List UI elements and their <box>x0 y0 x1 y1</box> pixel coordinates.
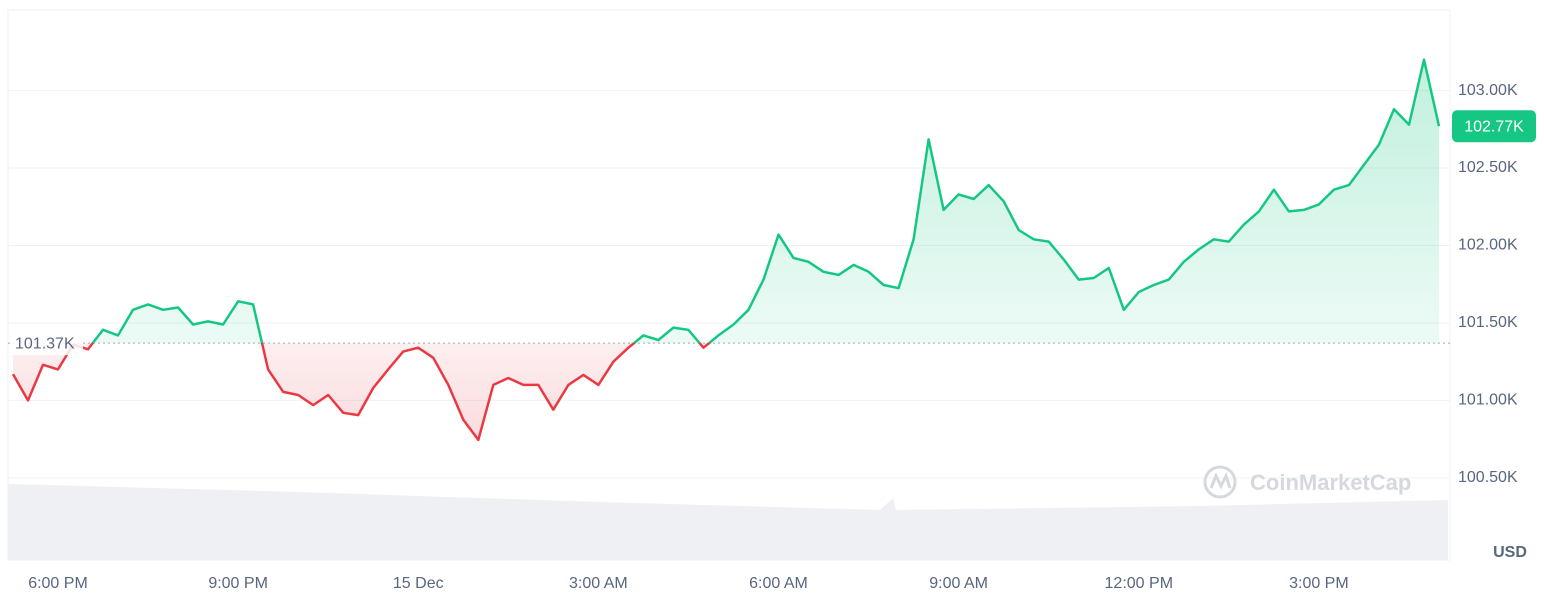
x-tick-label: 9:00 AM <box>929 575 988 592</box>
y-tick-label: 101.00K <box>1458 392 1518 409</box>
price-line <box>11 58 1441 442</box>
reference-label: 101.37K <box>15 335 75 352</box>
area-fill <box>12 59 1439 440</box>
x-tick-label: 3:00 PM <box>1289 575 1349 592</box>
x-tick-label: 12:00 PM <box>1105 575 1173 592</box>
y-unit: USD <box>1493 544 1527 561</box>
current-price-label: 102.77K <box>1464 118 1524 135</box>
watermark: CoinMarketCap <box>1203 465 1411 499</box>
x-tick-label: 9:00 PM <box>208 575 268 592</box>
x-tick-label: 15 Dec <box>393 575 444 592</box>
current-price-badge <box>1452 110 1536 143</box>
x-tick-label: 3:00 AM <box>569 575 628 592</box>
y-tick-label: 103.00K <box>1458 82 1518 99</box>
y-tick-label: 100.50K <box>1458 469 1518 486</box>
watermark-text: CoinMarketCap <box>1250 470 1411 495</box>
x-tick-label: 6:00 AM <box>749 575 808 592</box>
y-tick-label: 101.50K <box>1458 314 1518 331</box>
y-tick-label: 102.00K <box>1458 237 1518 254</box>
volume-area <box>8 484 1448 560</box>
y-tick-label: 102.50K <box>1458 159 1518 176</box>
reference-label-bg <box>11 331 83 356</box>
x-tick-label: 6:00 PM <box>28 575 88 592</box>
